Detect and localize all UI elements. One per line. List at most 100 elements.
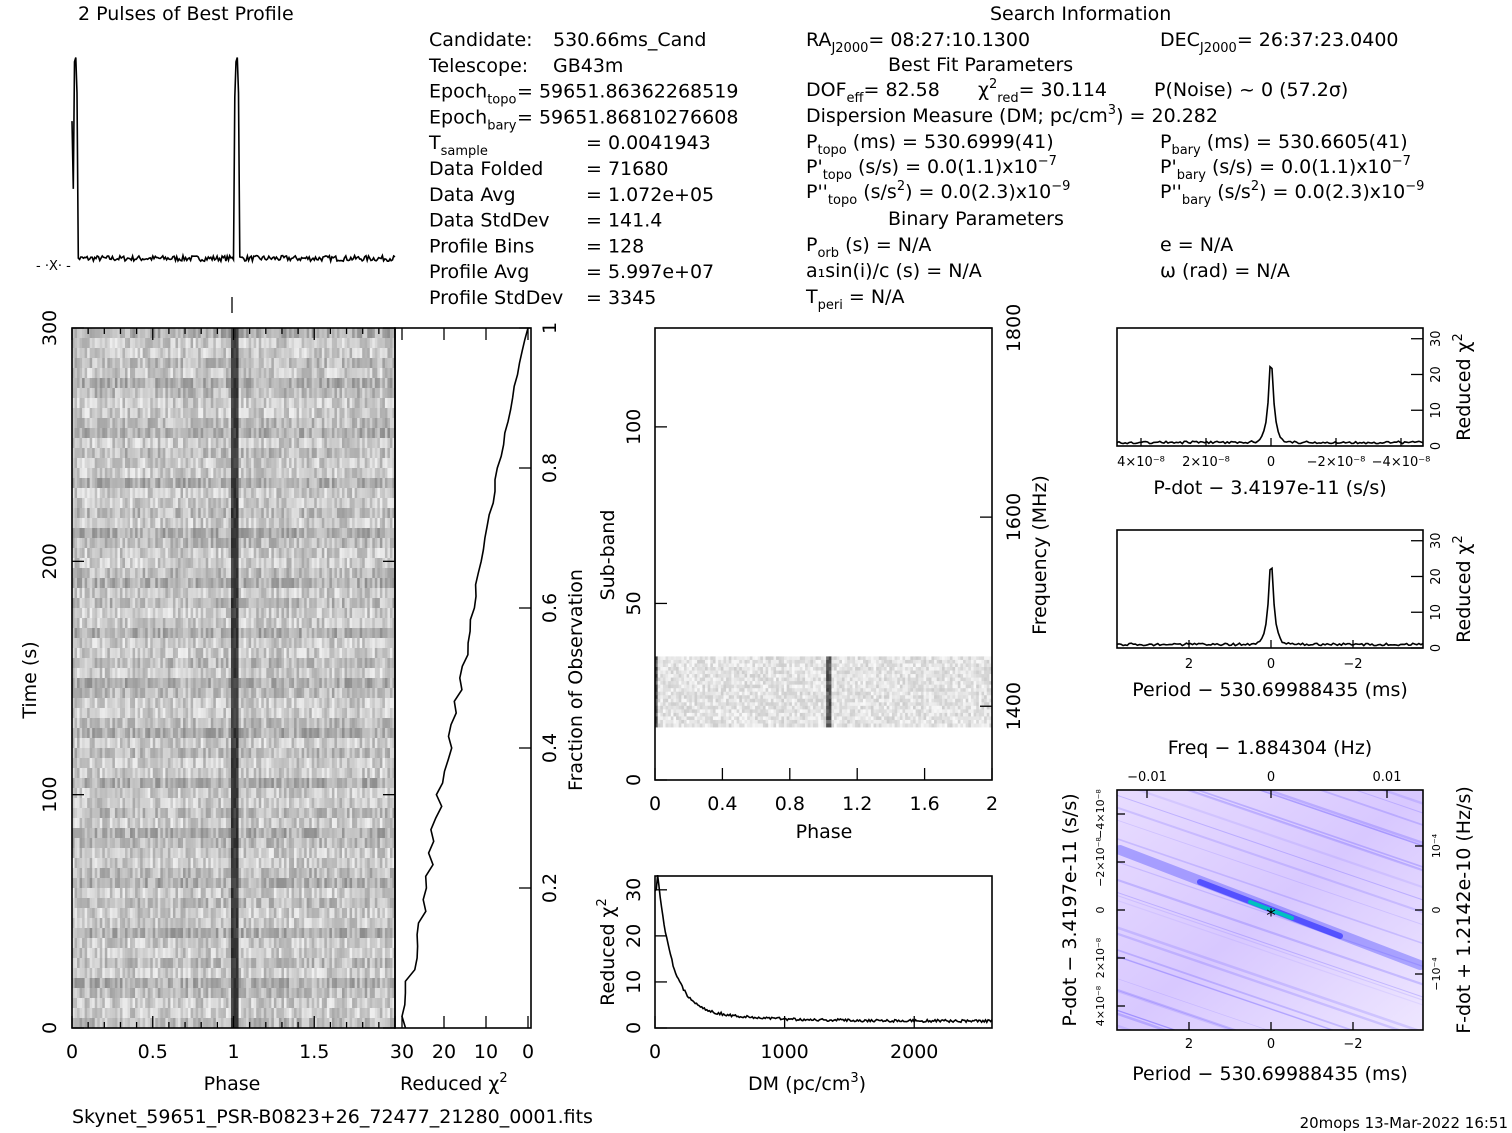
- sb-phase-tick-4: 1.6: [909, 793, 939, 815]
- info-key-5: Data Folded: [429, 158, 543, 180]
- frequency-tick-1: 1600: [1003, 493, 1025, 541]
- sb-phase-axis-label: Phase: [796, 821, 853, 843]
- pdtopo-value: (s/s) = 0.0(1.1)x10: [858, 156, 1038, 178]
- period-axis-label: Period − 530.69988435 (ms): [1132, 679, 1408, 701]
- pp-left-tick-0: 4×10⁻⁸: [1094, 985, 1107, 1026]
- dmchi-tick-2: 20: [623, 924, 645, 948]
- dm-label: Dispersion Measure (DM; pc/cm: [806, 105, 1108, 127]
- pddtopo-value: ) = 0.0(2.3)x10: [905, 181, 1051, 203]
- info-key-9: Profile Avg: [429, 261, 529, 283]
- svg-text:DECJ2000= 26:37:23.0400: DECJ2000= 26:37:23.0400: [1160, 29, 1399, 56]
- dm-axis-label: DM (pc/cm3): [748, 1071, 866, 1095]
- profile-error-marker: - ·X· -: [36, 259, 71, 274]
- info-value-3: = 59651.86810276608: [517, 106, 738, 128]
- ecc-value: e = N/A: [1160, 234, 1233, 256]
- chi2-value: = 30.114: [1019, 79, 1107, 101]
- cumulative-chi2-plot: 30 20 10 0 0.2 0.4 0.6 0.8 1 Reduced χ2 Fraction…: [390, 322, 587, 1095]
- dmchi-tick-1: 10: [623, 970, 645, 994]
- sb-phase-tick-1: 0.4: [707, 793, 737, 815]
- info-key-0: Candidate:: [429, 29, 533, 51]
- time-axis-label: Time (s): [19, 641, 41, 719]
- pdot-x-tick-4: −4×10⁻⁸: [1372, 455, 1431, 470]
- info-value-4: = 0.0041943: [586, 132, 711, 154]
- profile-title: 2 Pulses of Best Profile: [78, 3, 294, 25]
- dm-tick-0: 0: [649, 1041, 661, 1063]
- pp-peak: [1248, 900, 1294, 920]
- dmchi-tick-3: 30: [623, 878, 645, 902]
- svg-text:Ptopo (ms) = 530.6999(41): Ptopo (ms) = 530.6999(41): [806, 131, 1054, 158]
- svg-text:DOFeff= 82.58: DOFeff= 82.58: [806, 79, 940, 106]
- ra-value: = 08:27:10.1300: [868, 29, 1030, 51]
- dm-tick-1: 1000: [760, 1041, 808, 1063]
- dm-tick-2: 2000: [890, 1041, 938, 1063]
- pddbary-value: ) = 0.0(2.3)x10: [1259, 181, 1405, 203]
- info-value-5: = 71680: [586, 158, 668, 180]
- info-value-1: GB43m: [553, 55, 623, 77]
- period-pdot-plane: Freq − 1.884304 (Hz) * 2 0 −2 −0.01 0 0.01 4×1…: [1059, 737, 1475, 1085]
- pdot-chi-tick-2: 20: [1429, 366, 1444, 383]
- pp-best-marker: *: [1266, 905, 1276, 927]
- pdot-chi-tick-0: 0: [1429, 442, 1444, 450]
- period-x-tick-1: 0: [1267, 657, 1275, 672]
- info-key-8: Profile Bins: [429, 235, 534, 257]
- tperi-value: = N/A: [849, 286, 905, 308]
- chi2-tick-3: 0: [522, 1041, 534, 1063]
- dof-value: = 82.58: [863, 79, 939, 101]
- freq-tick-2: 0.01: [1373, 770, 1402, 785]
- binary-title: Binary Parameters: [888, 208, 1064, 230]
- freq-tick-1: 0: [1267, 770, 1275, 785]
- pdot-chi2-axis-label: Reduced χ2: [1451, 333, 1475, 441]
- period-x-tick-0: 2: [1185, 657, 1193, 672]
- info-key-2: Epochtopo: [429, 81, 516, 108]
- search-info: RAJ2000= 08:27:10.1300 DECJ2000= 26:37:2…: [805, 29, 1424, 313]
- pp-left-tick-3: −2×10⁻⁸: [1094, 837, 1107, 887]
- info-value-0: 530.66ms_Cand: [553, 29, 706, 51]
- svg-text:RAJ2000= 08:27:10.1300: RAJ2000= 08:27:10.1300: [806, 29, 1030, 56]
- dm-chi2-plot: 0 1000 2000 0 10 20 30 Reduced χ2 DM (pc/cm3): [595, 874, 993, 1095]
- fdot-axis-label: F-dot + 1.2142e-10 (Hz/s): [1453, 786, 1475, 1034]
- period-chi-tick-2: 20: [1429, 568, 1444, 585]
- fraction-tick-4: 1: [539, 322, 561, 334]
- pp-period-tick-2: −2: [1343, 1037, 1362, 1052]
- pdot-x-tick-3: −2×10⁻⁸: [1307, 455, 1366, 470]
- pdot-x-tick-1: 2×10⁻⁸: [1182, 455, 1230, 470]
- fraction-tick-3: 0.8: [539, 453, 561, 483]
- svg-text:Tperi = N/A: Tperi = N/A: [805, 286, 904, 313]
- pbary-value: (ms) = 530.6605(41): [1207, 131, 1408, 153]
- info-value-9: = 5.997e+07: [586, 261, 714, 283]
- period-chi2-axis-label: Reduced χ2: [1451, 535, 1475, 643]
- pp-period-axis-label: Period − 530.69988435 (ms): [1132, 1063, 1408, 1085]
- pp-right-tick-2: −10⁻⁴: [1430, 957, 1443, 991]
- svg-text:P''bary (s/s2) = 0.0(2.3)x10−9: P''bary (s/s2) = 0.0(2.3)x10−9: [1160, 179, 1424, 208]
- pp-left-tick-4: −4×10⁻⁸: [1094, 789, 1107, 839]
- pdot-chi-tick-1: 10: [1429, 402, 1444, 419]
- info-key-6: Data Avg: [429, 184, 516, 206]
- pp-left-tick-1: 2×10⁻⁸: [1094, 937, 1107, 978]
- best-fit-title: Best Fit Parameters: [888, 54, 1073, 76]
- info-value-7: = 141.4: [586, 210, 662, 232]
- ptopo-value: (ms) = 530.6999(41): [853, 131, 1054, 153]
- sb-phase-tick-2: 0.8: [775, 793, 805, 815]
- period-chi-tick-1: 10: [1429, 604, 1444, 621]
- info-key-10: Profile StdDev: [429, 287, 563, 309]
- info-key-3: Epochbary: [429, 106, 517, 133]
- time-tick-3: 300: [39, 310, 61, 346]
- dm-value: ) = 20.282: [1116, 105, 1218, 127]
- pdot-x-tick-0: 4×10⁻⁸: [1117, 455, 1165, 470]
- period-x-tick-2: −2: [1343, 657, 1362, 672]
- period-chi-tick-3: 30: [1429, 532, 1444, 549]
- info-value-2: = 59651.86362268519: [517, 81, 738, 103]
- frequency-tick-0: 1400: [1003, 682, 1025, 730]
- footer-stamp: 20mops 13-Mar-2022 16:51: [1300, 1114, 1508, 1132]
- period-chi-tick-0: 0: [1429, 644, 1444, 652]
- info-value-6: = 1.072e+05: [586, 184, 714, 206]
- search-info-title: Search Information: [990, 3, 1171, 25]
- freq-tick-0: −0.01: [1127, 770, 1167, 785]
- chi2-tick-2: 10: [474, 1041, 498, 1063]
- svg-text:Pbary (ms) = 530.6605(41): Pbary (ms) = 530.6605(41): [1160, 131, 1408, 158]
- profile-plot: - ·X· -: [36, 57, 396, 313]
- subband-phase-plot: 0 50 100 0 0.4 0.8 1.2 1.6 2 1400 1600 1800 Sub-ban…: [597, 304, 1051, 843]
- fraction-tick-2: 0.6: [539, 593, 561, 623]
- reduced-chi2-label: Reduced χ2: [400, 1071, 508, 1095]
